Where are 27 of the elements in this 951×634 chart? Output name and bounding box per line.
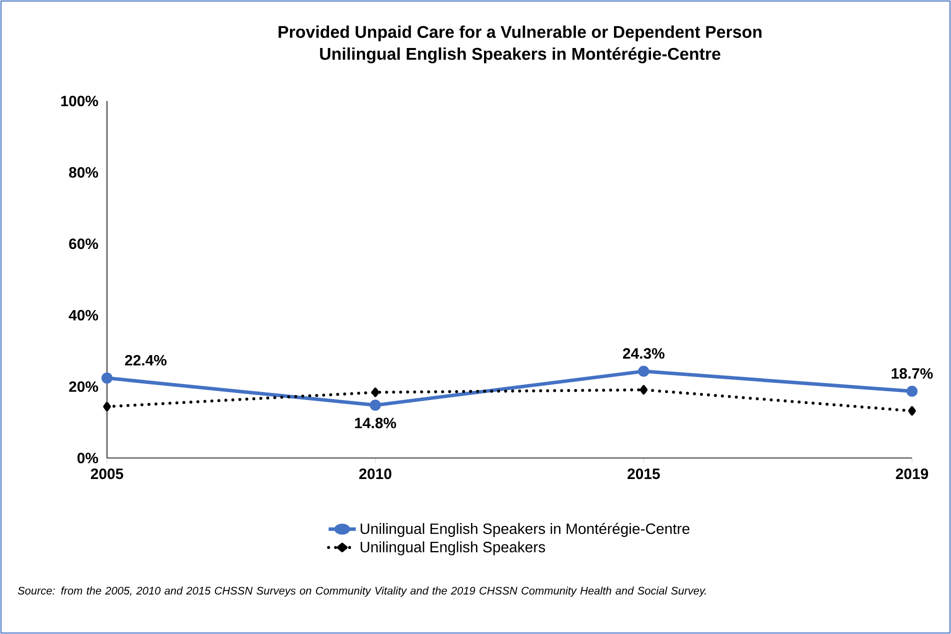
point	[640, 385, 648, 395]
point	[370, 400, 381, 411]
y-tick-label: 80%	[69, 167, 98, 178]
data-label: 18.7%	[892, 368, 933, 379]
data-label: 14.8%	[355, 418, 396, 428]
point	[371, 388, 380, 398]
x-tick-label: 2005	[90, 468, 124, 480]
x-tick-label: 2010	[359, 468, 392, 480]
x-tick-label: 2019	[896, 468, 928, 480]
point	[101, 372, 113, 384]
point	[638, 366, 650, 377]
point	[103, 402, 111, 412]
chart-title: Provided Unpaid Care for a Vulnerable or Dependent Person	[278, 26, 762, 42]
y-tick-label: 20%	[69, 381, 98, 392]
point	[906, 386, 918, 397]
source-note: Source: from the 2005, 2010 and 2015 CHSSN Surveys on Community Vitality and the 2019 CHSSN Community Health and Social Survey.	[18, 586, 706, 597]
data-label: 22.4%	[125, 354, 166, 366]
y-tick-label: 100%	[61, 96, 98, 106]
chart-subtitle: Unilingual English Speakers in Montérégie-Centre	[320, 47, 720, 64]
y-tick-label: 40%	[68, 310, 98, 320]
legend-label: Unilingual English Speakers in Montérégie-Centre	[360, 522, 690, 537]
y-tick-label: 0%	[77, 452, 98, 464]
x-tick-label: 2015	[628, 468, 660, 480]
data-label: 24.3%	[623, 348, 664, 359]
y-tick-label: 60%	[69, 238, 98, 250]
point	[908, 406, 916, 416]
legend-label: Unilingual English Speakers	[360, 541, 546, 556]
